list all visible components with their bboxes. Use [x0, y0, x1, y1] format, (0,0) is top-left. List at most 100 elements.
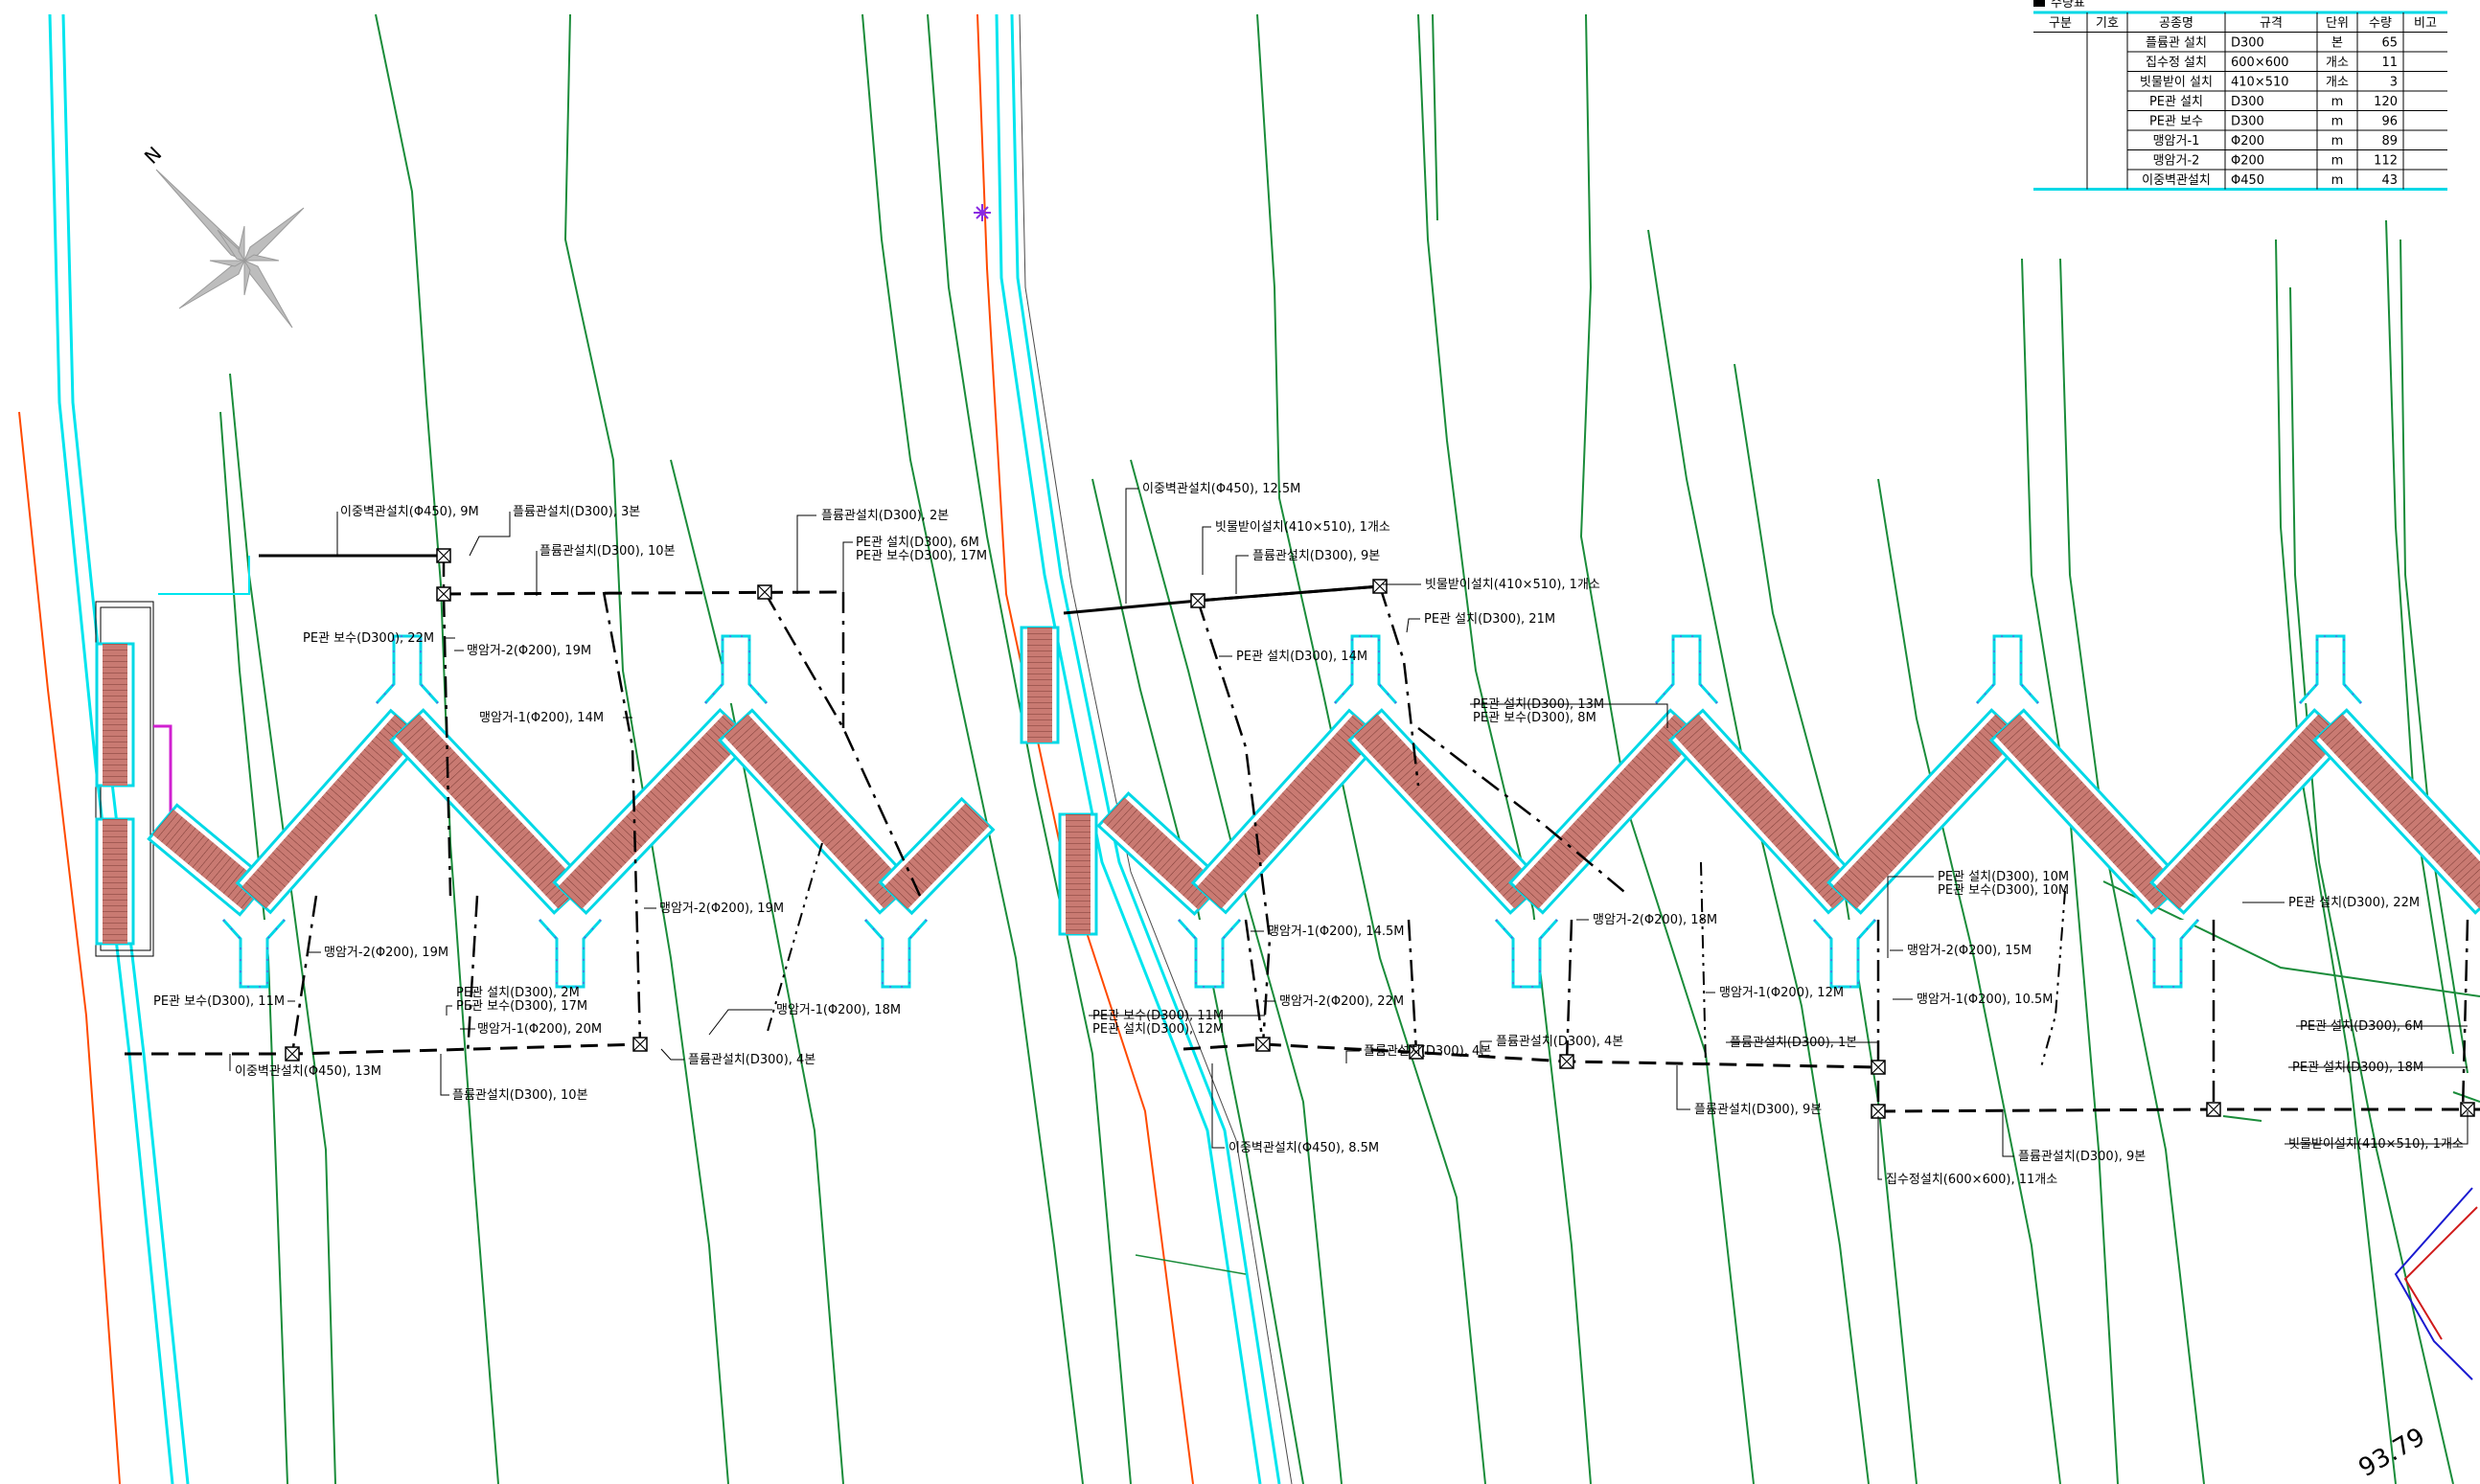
table-cell-6-2: 맹암거-2 — [2153, 154, 2200, 169]
label-l11: 맹암거-2(Φ200), 19M — [324, 946, 448, 960]
channel-grate — [1027, 628, 1052, 742]
leader-line-11 — [446, 1005, 452, 1016]
pipe-line-12 — [466, 895, 479, 1055]
table-cell-4-3: D300 — [2231, 115, 2264, 129]
channel-outlet-t2 — [1333, 634, 1398, 705]
label-l14: PE관 보수(D300), 17M — [456, 999, 587, 1014]
junction-cross-b — [436, 548, 451, 563]
junction-cross-b — [436, 586, 451, 602]
label-l18: 이중벽관설치(Φ450), 13M — [235, 1064, 381, 1079]
pipe-line-21 — [2040, 890, 2066, 1068]
leader-line-21 — [1406, 618, 1420, 633]
table-title: 수량표 — [2051, 0, 2085, 11]
junction-icon-9 — [1559, 1054, 1574, 1069]
label-l01: 이중벽관설치(Φ450), 9M — [340, 505, 479, 519]
pipe-line-2 — [125, 1042, 641, 1056]
table-header-1: 기호 — [2096, 16, 2119, 31]
channel-outlet-b2 — [863, 918, 929, 989]
label-r19: PE관 설치(D300), 12M — [1092, 1022, 1224, 1037]
table-header-3: 규격 — [2260, 16, 2283, 31]
table-header-0: 구분 — [2049, 16, 2072, 31]
label-r10: 맹암거-2(Φ200), 18M — [1593, 913, 1717, 927]
leader-line-41 — [1211, 1063, 1225, 1149]
label-r25: 플륨관설치(D300), 9본 — [1694, 1103, 1822, 1117]
junction-icon-5 — [1190, 593, 1206, 608]
callout-labels: 이중벽관설치(Φ450), 9M 플륨관설치(D300), 3본 플륨관설치(D… — [153, 482, 2464, 1187]
label-r15: 맹암거-2(Φ200), 22M — [1279, 994, 1404, 1009]
table-cell-0-4: 본 — [2331, 36, 2343, 51]
leader-line-18 — [1202, 526, 1211, 575]
pipe-line-19 — [1565, 919, 1573, 1062]
leader-line-35 — [1345, 1050, 1360, 1063]
drainage-channels — [95, 626, 2480, 989]
catch-basin-symbols — [285, 548, 2475, 1119]
table-title-marker — [2033, 0, 2045, 7]
leader-line-3 — [796, 514, 816, 594]
label-r29: 집수정설치(600×600), 11개소 — [1886, 1173, 2057, 1187]
channel-grate — [1102, 797, 1221, 910]
channel-outlet-t4 — [1975, 634, 2040, 705]
junction-cross-b — [757, 584, 772, 600]
label-r28: 이중벽관설치(Φ450), 8.5M — [1229, 1141, 1379, 1155]
pipe-line-24 — [1700, 861, 1707, 1066]
label-r14: 맹암거-2(Φ200), 15M — [1907, 944, 2032, 958]
north-label: N — [140, 142, 167, 169]
label-l10: 맹암거-2(Φ200), 19M — [659, 902, 784, 916]
junction-icon-4 — [632, 1037, 648, 1052]
channel-segment-0 — [147, 803, 270, 917]
label-r20: PE관 설치(D300), 6M — [2300, 1019, 2423, 1034]
table-cell-7-3: Φ450 — [2231, 173, 2264, 188]
channel-grate — [1353, 714, 1539, 909]
table-cell-2-4: 개소 — [2326, 76, 2349, 90]
pipe-line-7 — [442, 556, 452, 897]
leader-line-42 — [1877, 1116, 1882, 1180]
label-r06: PE관 설치(D300), 14M — [1236, 650, 1367, 664]
label-l12: PE관 보수(D300), 11M — [153, 994, 285, 1009]
table-cell-6-4: m — [2331, 154, 2344, 169]
label-l17: 플륨관설치(D300), 4본 — [688, 1053, 815, 1067]
table-cell-4-2: PE관 보수 — [2149, 115, 2203, 129]
junction-icon-11 — [1871, 1104, 1886, 1119]
label-r18: PE관 보수(D300), 11M — [1092, 1009, 1224, 1023]
junction-icon-1 — [436, 586, 451, 602]
leader-line-36 — [1480, 1040, 1492, 1054]
table-cell-1-3: 600×600 — [2231, 56, 2289, 70]
junction-cross-b — [1409, 1044, 1424, 1060]
pipe-line-15 — [1378, 585, 1420, 787]
label-r24: 플륨관설치(D300), 1본 — [1730, 1036, 1857, 1050]
label-l08: 맹암거-2(Φ200), 19M — [467, 644, 591, 658]
channel-grate — [1674, 714, 1857, 909]
channel-outlet-b5 — [1812, 918, 1877, 989]
table-cell-0-3: D300 — [2231, 36, 2264, 51]
label-r01: 이중벽관설치(Φ450), 12.5M — [1142, 482, 1300, 496]
label-r13: PE관 설치(D300), 22M — [2288, 896, 2420, 910]
table-header-5: 수량 — [2369, 16, 2392, 31]
pipe-line-9 — [763, 591, 922, 897]
elevation-value: 93.79 — [2354, 1423, 2430, 1483]
label-l09: 맹암거-1(Φ200), 14M — [479, 711, 604, 725]
channel-grate — [1832, 714, 2020, 909]
leader-line-13 — [708, 1009, 772, 1036]
channel-grate — [1066, 814, 1091, 934]
channel-segment-17 — [1020, 626, 1060, 744]
pipe-line-17 — [1244, 919, 1265, 1045]
label-r12: PE관 보수(D300), 10M — [1938, 883, 2069, 898]
leader-line-38 — [1676, 1065, 1690, 1110]
leader-line-39 — [2002, 1109, 2014, 1157]
label-r02: 빗물받이설치(410×510), 1개소 — [1215, 520, 1390, 535]
label-l06: PE관 보수(D300), 17M — [856, 549, 987, 563]
table-header-6: 비고 — [2414, 16, 2437, 31]
leader-lines — [229, 488, 2469, 1180]
table-cell-6-5: 112 — [2374, 154, 2398, 169]
channel-outlet-t1 — [703, 634, 769, 705]
contour-lines — [219, 13, 2480, 1484]
label-r22: 플륨관설치(D300), 4본 — [1364, 1044, 1491, 1059]
table-cell-5-2: 맹암거-1 — [2153, 134, 2200, 148]
junction-cross-b — [2206, 1102, 2221, 1117]
channel-outlet-b6 — [2135, 918, 2200, 989]
junction-cross-b — [1871, 1060, 1886, 1075]
pipe-line-4 — [1197, 584, 1381, 603]
label-r17: 맹암거-1(Φ200), 10.5M — [1917, 993, 2053, 1007]
